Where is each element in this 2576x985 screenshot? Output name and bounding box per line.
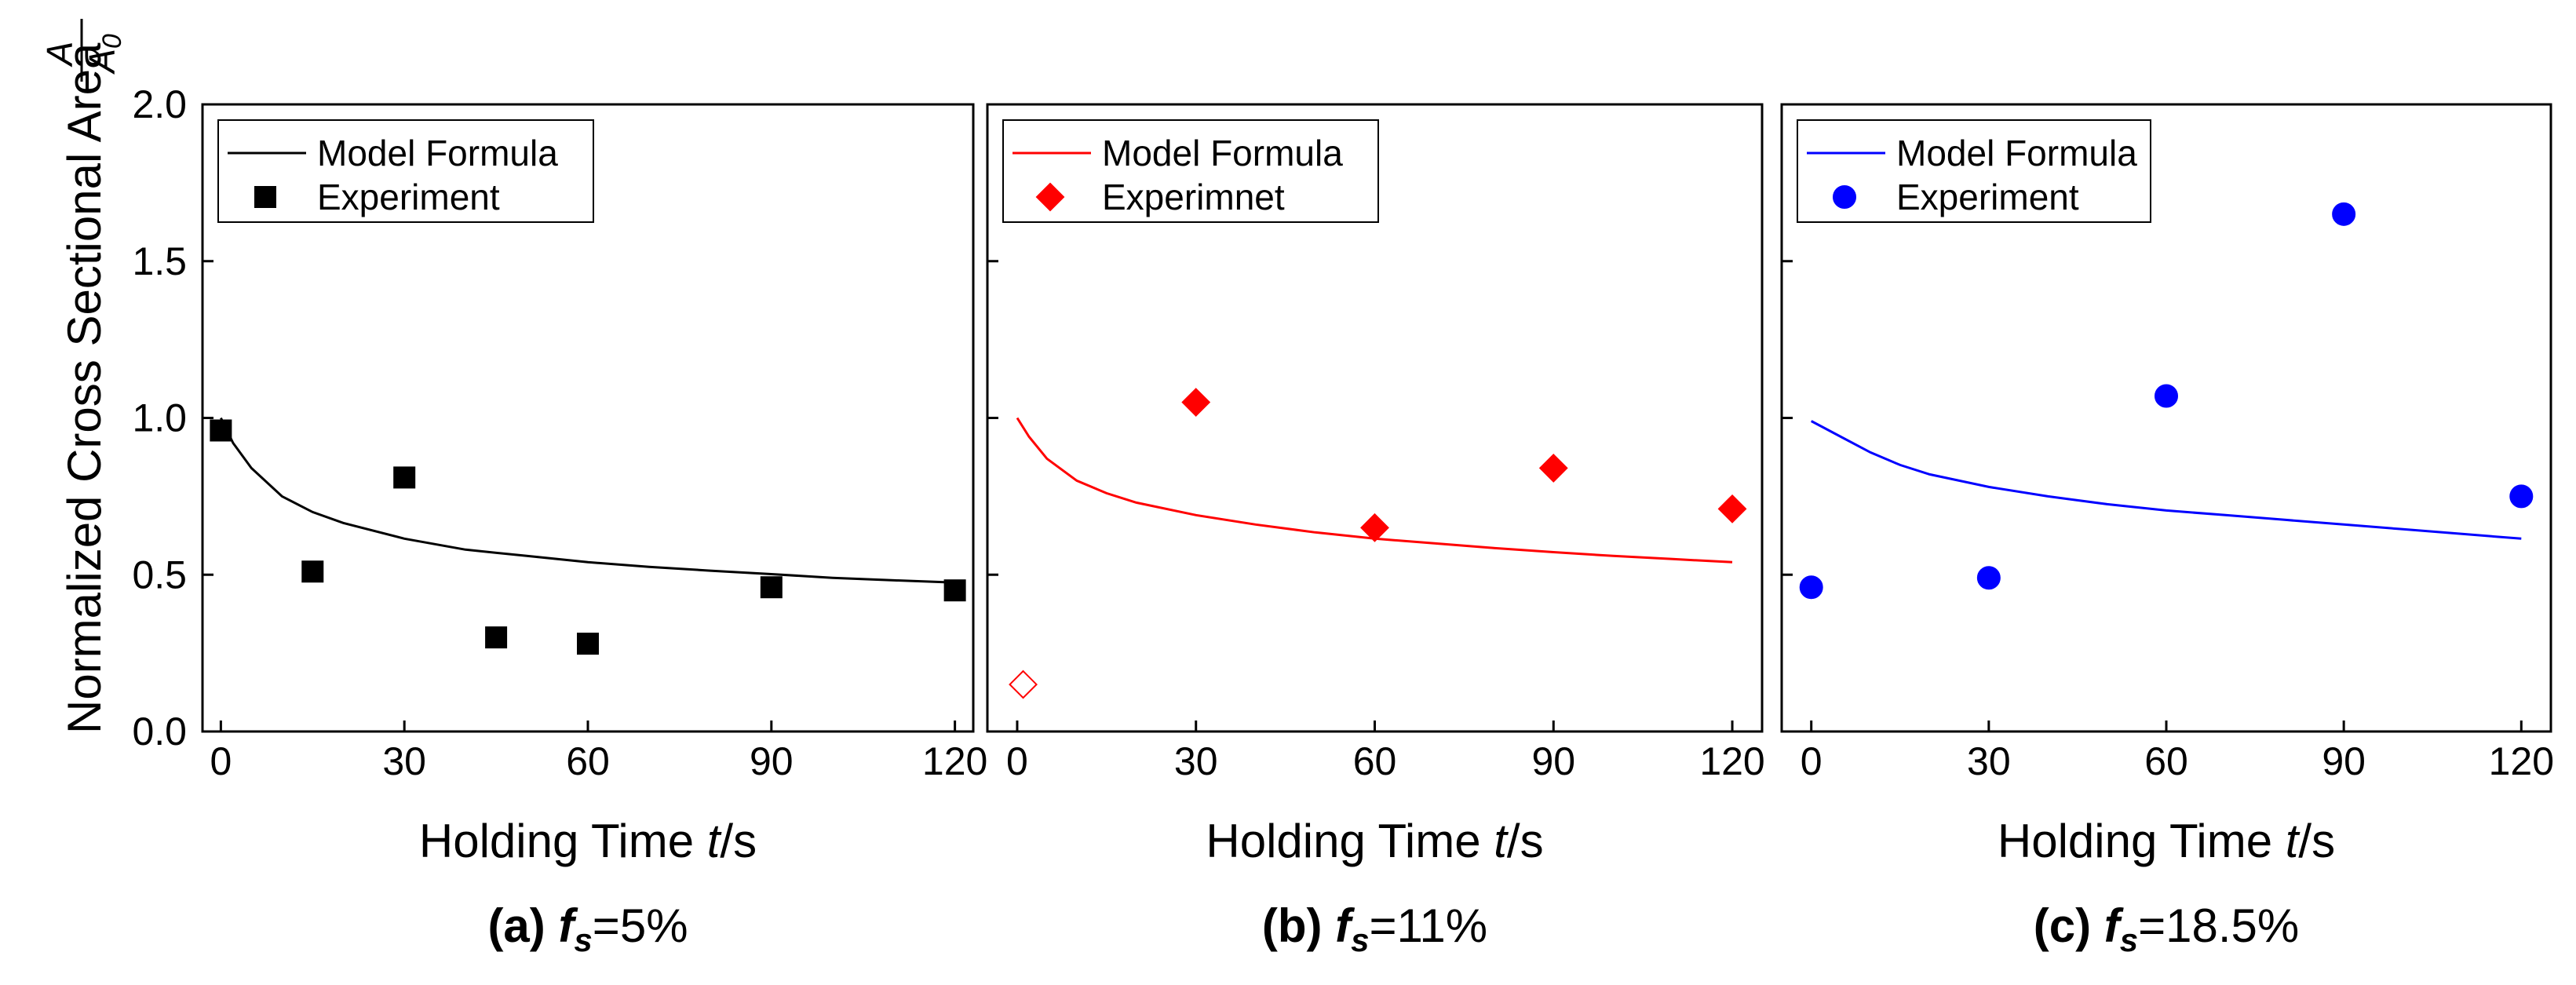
x-axis-label-prefix: Holding Time	[1998, 815, 2286, 867]
x-tick-label: 0	[1801, 739, 1823, 783]
legend-box	[217, 119, 594, 223]
legend-marker-swatch	[1833, 185, 1856, 209]
y-tick-label: 1.5	[132, 239, 187, 283]
x-axis-label-suffix: /s	[720, 815, 757, 867]
x-tick-label: 90	[2322, 739, 2366, 783]
x-tick-label: 60	[1353, 739, 1397, 783]
legend-box	[1002, 119, 1379, 223]
x-axis-label-prefix: Holding Time	[1206, 815, 1494, 867]
caption-value: =11%	[1369, 899, 1487, 952]
caption-subscript: s	[2120, 921, 2138, 958]
x-tick-label: 60	[566, 739, 610, 783]
x-tick-label: 90	[1531, 739, 1575, 783]
experiment-point	[1181, 388, 1211, 417]
experiment-point	[2332, 202, 2356, 226]
model-formula-line	[1810, 420, 2522, 540]
experiment-point	[485, 626, 508, 649]
legend-label-model: Model Formula	[1102, 133, 1343, 173]
x-tick-label: 30	[1174, 739, 1218, 783]
experiment-point	[393, 466, 416, 489]
experiment-point	[2155, 384, 2178, 408]
y-tick-label: 0.5	[132, 553, 187, 596]
legend-marker-swatch	[254, 186, 276, 208]
x-tick-label: 0	[210, 739, 232, 783]
caption-letter: (c)	[2034, 899, 2104, 952]
experiment-point	[1538, 454, 1568, 483]
legend-label-model: Model Formula	[317, 133, 558, 173]
experiment-point	[1360, 513, 1389, 542]
legend-label-experiment: Experimnet	[1102, 177, 1285, 217]
experiment-point	[301, 560, 324, 583]
model-formula-line	[220, 417, 955, 584]
x-tick-label: 90	[750, 739, 794, 783]
experiment-point	[1799, 575, 1823, 600]
caption-subscript: s	[574, 921, 592, 958]
y-axis-fraction: A A0	[39, 19, 127, 82]
experiment-point	[943, 579, 966, 602]
x-tick-label: 120	[2489, 739, 2554, 783]
x-tick-label: 60	[2144, 739, 2188, 783]
model-formula-line	[1016, 417, 1733, 564]
x-axis-label: Holding Time t/s	[1998, 815, 2335, 867]
experiment-point	[1976, 566, 2001, 590]
experiment-point	[1717, 494, 1747, 524]
experiment-point	[760, 576, 783, 599]
legend-box	[1797, 119, 2151, 223]
legend-marker-swatch	[1035, 182, 1065, 212]
x-tick-label: 120	[922, 739, 987, 783]
x-axis-label: Holding Time t/s	[419, 815, 757, 867]
x-axis-label-var: t	[707, 815, 722, 867]
y-tick-label: 1.0	[132, 396, 187, 440]
x-axis-label-suffix: /s	[2298, 815, 2335, 867]
caption-letter: (b)	[1262, 899, 1335, 952]
x-axis-label-suffix: /s	[1507, 815, 1544, 867]
y-fraction-denominator: A0	[82, 34, 127, 75]
legend-label-experiment: Experiment	[1896, 177, 2079, 217]
caption-value: =18.5%	[2138, 899, 2299, 952]
x-axis-label-var: t	[1494, 815, 1509, 867]
caption-subscript: s	[1351, 921, 1369, 958]
experiment-point	[577, 633, 599, 655]
caption-value: =5%	[593, 899, 688, 952]
x-tick-label: 30	[382, 739, 426, 783]
y-fraction-numerator: A	[39, 42, 80, 68]
x-tick-label: 30	[1967, 739, 2011, 783]
y-axis-label-group: Normalized Cross Sectional Area	[58, 42, 111, 734]
legend-label-experiment: Experiment	[317, 177, 500, 217]
panel-caption: (a) fs=5%	[487, 899, 688, 958]
x-axis-label-var: t	[2286, 815, 2301, 867]
y-tick-label: 0.0	[132, 710, 187, 753]
y-tick-label: 2.0	[132, 82, 187, 126]
y-axis-label: Normalized Cross Sectional Area	[58, 42, 111, 734]
x-tick-label: 120	[1699, 739, 1764, 783]
x-axis-label-prefix: Holding Time	[419, 815, 707, 867]
caption-letter: (a)	[487, 899, 558, 952]
open-data-point	[1009, 669, 1038, 699]
experiment-point	[210, 419, 232, 442]
x-axis-label: Holding Time t/s	[1206, 815, 1543, 867]
legend-label-model: Model Formula	[1896, 133, 2137, 173]
panel-1: 0 30 60 90 120 0.0 0.5 1.0 1.5 2.0 Model FormulaEx…	[132, 82, 987, 958]
x-tick-label: 0	[1006, 739, 1028, 783]
panel-caption: (c) fs=18.5%	[2034, 899, 2300, 958]
experiment-point	[2509, 484, 2534, 509]
panel-caption: (b) fs=11%	[1262, 899, 1487, 958]
